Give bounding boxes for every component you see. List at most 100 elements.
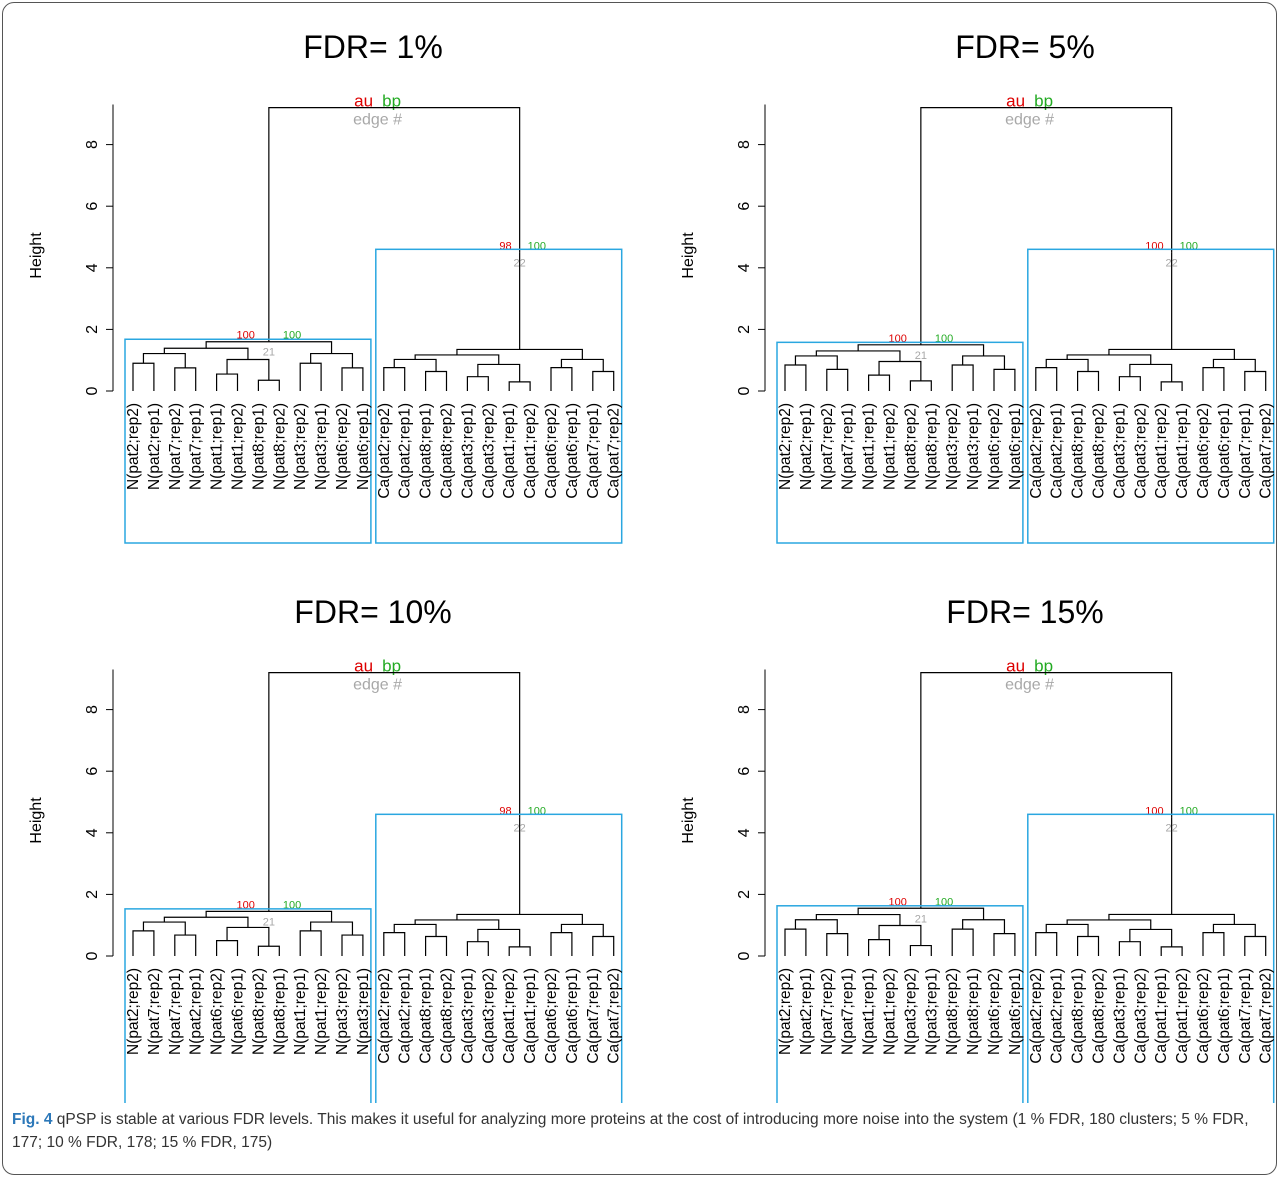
- dendrogram-link: [951, 928, 974, 956]
- node-edge-label: 21: [915, 913, 927, 925]
- leaf-label: Ca(pat2;rep1): [1049, 403, 1066, 499]
- y-axis-label: Height: [28, 797, 45, 844]
- y-tick-label: 8: [84, 140, 101, 149]
- dendrogram-link: [1045, 923, 1089, 937]
- dendrogram-link: [1035, 367, 1058, 391]
- legend-au: au: [1006, 657, 1025, 676]
- y-tick-label: 2: [84, 325, 101, 334]
- dendrogram-link: [425, 935, 448, 956]
- dendrogram-link: [592, 370, 615, 391]
- node-au-label: 98: [499, 805, 511, 817]
- leaf-label: N(pat6;rep1): [355, 403, 372, 490]
- dendrogram-root-link: [268, 672, 521, 912]
- leaf-label: N(pat8;rep1): [923, 403, 940, 490]
- dendrogram-root-link: [920, 107, 1173, 345]
- dendrogram-link: [205, 910, 333, 923]
- leaf-label: Ca(pat8;rep2): [439, 968, 456, 1064]
- leaf-label: N(pat8;rep1): [965, 968, 982, 1055]
- cluster-box-cancer: [1027, 813, 1275, 1103]
- dendrogram-link: [414, 354, 500, 365]
- leaf-label: Ca(pat6;rep2): [543, 403, 560, 499]
- dendrogram-link: [951, 364, 974, 391]
- leaf-label: N(pat8;rep1): [250, 403, 267, 490]
- dendrogram-link: [310, 921, 354, 936]
- leaf-label: Ca(pat3;rep1): [1111, 403, 1128, 499]
- leaf-label: Ca(pat2;rep2): [1028, 968, 1045, 1064]
- node-bp-label: 100: [1180, 805, 1198, 817]
- leaf-label: N(pat2;rep2): [125, 403, 142, 490]
- legend-au: au: [354, 92, 373, 111]
- cluster-box-normal: [776, 341, 1024, 544]
- dendrogram-link: [909, 944, 932, 956]
- leaf-label: N(pat3;rep2): [292, 403, 309, 490]
- y-axis-label: Height: [680, 797, 697, 844]
- dendrogram-link: [393, 923, 437, 937]
- leaf-label: N(pat2;rep1): [146, 403, 163, 490]
- dendrogram-link: [1118, 376, 1141, 391]
- dendrogram-link: [257, 945, 280, 956]
- dendrogram-link: [414, 919, 500, 930]
- dendrogram-link: [383, 367, 406, 391]
- leaf-label: N(pat3;rep1): [355, 968, 372, 1055]
- y-axis-label: Height: [28, 232, 45, 279]
- dendrogram-link: [341, 934, 364, 956]
- leaf-label: Ca(pat6;rep2): [543, 968, 560, 1064]
- dendrogram-link: [550, 367, 573, 391]
- legend-bp: bp: [382, 657, 401, 676]
- node-edge-label: 21: [263, 916, 275, 928]
- legend-bp: bp: [1034, 657, 1053, 676]
- dendrogram-link: [341, 367, 364, 391]
- leaf-label: N(pat7;rep2): [819, 968, 836, 1055]
- leaf-label: N(pat1;rep2): [882, 968, 899, 1055]
- dendrogram-link: [393, 358, 437, 372]
- dendrogram-link: [1045, 358, 1089, 372]
- leaf-label: Ca(pat1;rep2): [501, 968, 518, 1064]
- legend-bp: bp: [1034, 92, 1053, 111]
- dendrogram-link: [132, 930, 155, 956]
- leaf-label: Ca(pat3;rep1): [459, 403, 476, 499]
- dendrogram-link: [1118, 941, 1141, 956]
- leaf-label: N(pat1;rep1): [861, 968, 878, 1055]
- dendrogram-link: [299, 362, 322, 391]
- leaf-label: Ca(pat1;rep1): [501, 403, 518, 499]
- leaf-label: Ca(pat2;rep1): [397, 968, 414, 1064]
- cluster-box-cancer: [1027, 248, 1275, 544]
- leaf-label: Ca(pat1;rep1): [1174, 403, 1191, 499]
- legend-edge: edge #: [353, 112, 402, 129]
- leaf-label: N(pat7;rep1): [840, 968, 857, 1055]
- dendrogram-link: [868, 938, 891, 956]
- y-tick-label: 0: [84, 951, 101, 960]
- leaf-label: Ca(pat3;rep2): [480, 968, 497, 1064]
- dendrogram-link: [794, 355, 838, 370]
- leaf-label: N(pat8;rep2): [944, 968, 961, 1055]
- node-au-label: 100: [1145, 805, 1163, 817]
- dendrogram-link: [550, 932, 573, 956]
- y-tick-label: 8: [736, 140, 753, 149]
- node-edge-label: 22: [514, 822, 526, 834]
- dendrogram-link: [993, 933, 1016, 956]
- y-tick-label: 4: [84, 263, 101, 272]
- dendrogram-link: [508, 381, 531, 391]
- dendrogram-link: [1066, 354, 1152, 365]
- dendrogram-link: [383, 932, 406, 956]
- leaf-label: Ca(pat2;rep1): [397, 403, 414, 499]
- dendrogram-link: [310, 352, 354, 368]
- dendrogram-link: [132, 362, 155, 391]
- leaf-label: Ca(pat6;rep1): [1216, 968, 1233, 1064]
- leaf-label: N(pat8;rep1): [271, 968, 288, 1055]
- leaf-label: N(pat2;rep2): [125, 968, 142, 1055]
- cluster-box-cancer: [375, 813, 623, 1103]
- leaf-label: N(pat6;rep1): [230, 968, 247, 1055]
- y-tick-label: 8: [736, 705, 753, 714]
- leaf-label: Ca(pat8;rep1): [1070, 403, 1087, 499]
- leaf-label: Ca(pat7;rep1): [1237, 968, 1254, 1064]
- dendrogram-link: [216, 373, 239, 391]
- leaf-label: N(pat6;rep2): [986, 968, 1003, 1055]
- leaf-label: N(pat3;rep2): [334, 968, 351, 1055]
- dendrogram-link: [508, 946, 531, 956]
- dendrogram-link: [784, 364, 807, 391]
- leaf-label: Ca(pat2;rep2): [376, 968, 393, 1064]
- node-edge-label: 21: [263, 347, 275, 359]
- dendrogram-link: [257, 379, 280, 391]
